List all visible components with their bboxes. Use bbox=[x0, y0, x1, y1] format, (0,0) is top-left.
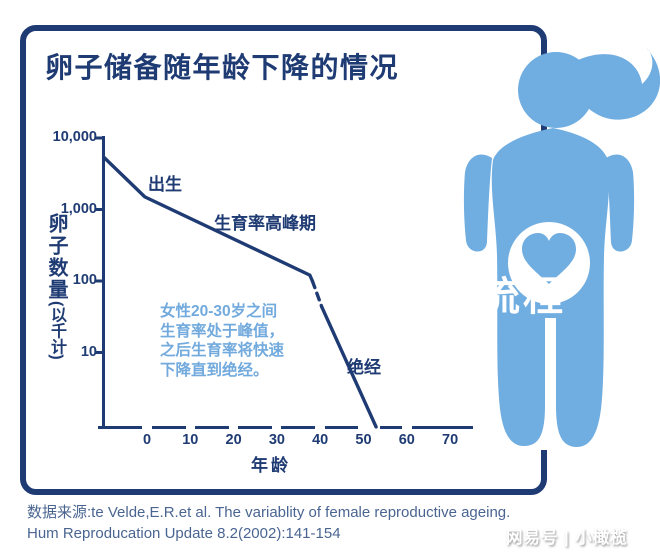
x-axis-label: 年龄 bbox=[251, 456, 291, 475]
page-title: 卵子储备随年龄下降的情况 bbox=[45, 52, 400, 83]
note-line: 女性20-30岁之间 bbox=[160, 303, 278, 320]
note-line: 生育率处于峰值， bbox=[160, 322, 285, 340]
fertility-note: 女性20-30岁之间 生育率处于峰值， 之后生育率将快速 下降直到绝经。 bbox=[160, 302, 284, 380]
annotation-birth: 出生 bbox=[148, 175, 182, 194]
source-line: Hum Reproducation Update 8.2(2002):141-1… bbox=[27, 525, 341, 542]
source-line: 数据来源:te Velde,E.R.et al. The variablity … bbox=[27, 504, 511, 521]
y-axis-label-main: 卵子数量 bbox=[45, 213, 67, 301]
data-source: 数据来源:te Velde,E.R.et al. The variablity … bbox=[27, 502, 510, 544]
egg-reserve-curve-solid bbox=[320, 305, 378, 429]
y-axis-label-sub: (以千计) bbox=[48, 301, 65, 360]
y-axis-label: 卵子数量(以千计) bbox=[42, 213, 71, 360]
annotation-peak-fertility: 生育率高峰期 bbox=[214, 214, 316, 233]
note-line: 下降直到绝经。 bbox=[160, 361, 269, 379]
platform-watermark: 网易号 | 小橄榄 bbox=[506, 529, 628, 547]
note-line: 之后生育率将快速 bbox=[160, 342, 285, 359]
annotation-menopause: 绝经 bbox=[347, 358, 381, 377]
egg-reserve-curve-solid bbox=[101, 155, 315, 283]
egg-reserve-curve-dashed bbox=[310, 279, 324, 309]
center-watermark: 流程 bbox=[480, 275, 566, 319]
